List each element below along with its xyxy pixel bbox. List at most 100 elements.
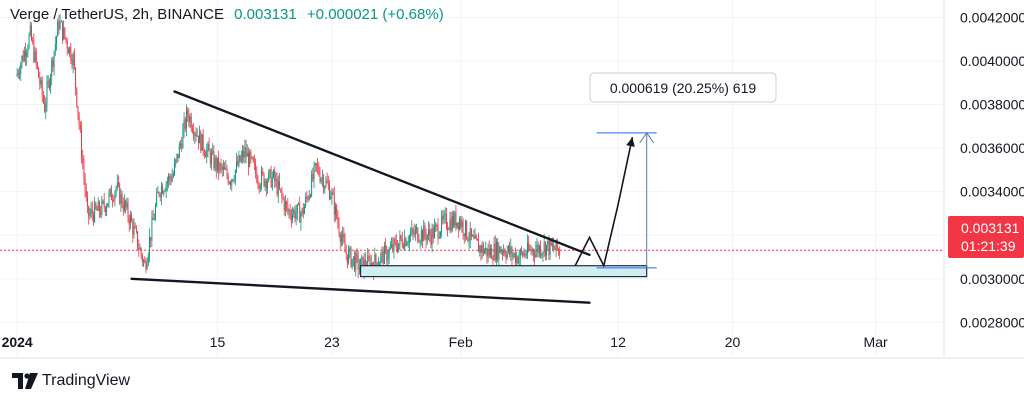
candle: [268, 171, 270, 182]
candle: [72, 54, 74, 66]
candle: [371, 262, 373, 267]
candle: [127, 202, 129, 218]
candle: [126, 202, 128, 208]
candle: [100, 212, 102, 215]
candle: [393, 239, 395, 251]
candle: [261, 170, 263, 187]
candle: [65, 37, 67, 41]
candle: [513, 253, 515, 255]
candle: [408, 236, 410, 243]
candle: [299, 203, 301, 223]
candle: [469, 228, 471, 241]
candle: [35, 51, 37, 63]
candle: [152, 217, 154, 220]
candle: [546, 244, 548, 256]
candle: [343, 233, 345, 242]
candle: [301, 208, 303, 214]
candle: [459, 219, 460, 230]
candle: [472, 235, 474, 237]
candle: [159, 194, 161, 197]
candle: [358, 267, 360, 270]
candle: [417, 227, 419, 242]
candle: [17, 72, 19, 75]
candle: [323, 177, 325, 190]
candle: [46, 83, 48, 105]
candle: [147, 254, 149, 263]
price-axis[interactable]: 0.0042000 0.0040000 0.0038000 0.0036000 0.00…: [0, 9, 1024, 330]
candle: [517, 256, 519, 264]
candle: [327, 182, 329, 186]
candle: [476, 238, 478, 241]
candle: [63, 27, 65, 40]
trendline[interactable]: [130, 277, 591, 304]
candle: [188, 114, 190, 123]
candle: [101, 201, 103, 215]
candle: [140, 248, 142, 256]
candle: [295, 213, 297, 219]
candle: [240, 156, 242, 162]
candle: [66, 40, 68, 49]
candle: [171, 176, 173, 182]
measure-label-text: 0.000619 (20.25%) 619: [610, 80, 757, 96]
trendline[interactable]: [173, 90, 591, 257]
candle: [309, 195, 311, 197]
candle: [128, 217, 130, 225]
candle: [228, 182, 230, 184]
candle: [215, 157, 217, 171]
candle: [352, 256, 354, 259]
candle: [120, 193, 122, 204]
candle: [339, 234, 341, 242]
candle: [379, 262, 381, 265]
trendlines[interactable]: [130, 90, 591, 304]
candle: [284, 201, 286, 211]
candle: [273, 170, 274, 178]
candle: [258, 183, 260, 189]
candle: [216, 157, 218, 171]
candle: [479, 245, 481, 253]
candle: [294, 209, 296, 219]
time-axis[interactable]: 2024 15 23 Feb 12 20 Mar: [2, 0, 888, 358]
price-range-measure[interactable]: [596, 131, 657, 269]
tradingview-logo[interactable]: TradingView: [12, 372, 130, 390]
candle: [385, 245, 387, 248]
candle: [212, 150, 214, 154]
candle: [90, 209, 92, 214]
candle: [311, 173, 313, 197]
candle: [199, 131, 201, 144]
candle: [361, 256, 363, 259]
candle: [95, 202, 97, 209]
candle: [274, 170, 276, 182]
candle: [135, 228, 137, 232]
candle: [78, 114, 80, 126]
candle: [368, 256, 370, 260]
candle: [410, 234, 412, 237]
candle: [455, 212, 457, 228]
candle: [221, 165, 223, 170]
candle: [41, 79, 43, 95]
candle: [424, 225, 426, 235]
candle: [331, 192, 333, 197]
candle: [59, 21, 61, 29]
time-tick-label: Feb: [449, 334, 473, 350]
last-price: 0.003131: [234, 6, 297, 23]
candle: [318, 166, 320, 175]
candle: [275, 178, 277, 182]
support-zone[interactable]: [359, 265, 648, 278]
candle: [445, 213, 447, 229]
symbol-title[interactable]: Verge / TetherUS, 2h, BINANCE: [10, 6, 224, 23]
measure-label-box: [589, 72, 777, 103]
price-tick-label: 0.0030000: [960, 271, 1024, 287]
candle: [118, 182, 119, 185]
candle: [462, 221, 464, 234]
candle: [503, 250, 505, 253]
candle: [211, 153, 212, 164]
candle: [230, 182, 232, 186]
candle: [64, 27, 66, 38]
projection-path[interactable]: [574, 137, 634, 269]
candle: [394, 239, 396, 241]
time-tick-label: 2024: [2, 334, 33, 350]
candle: [360, 258, 362, 268]
candle: [224, 167, 226, 170]
candle: [348, 250, 350, 264]
